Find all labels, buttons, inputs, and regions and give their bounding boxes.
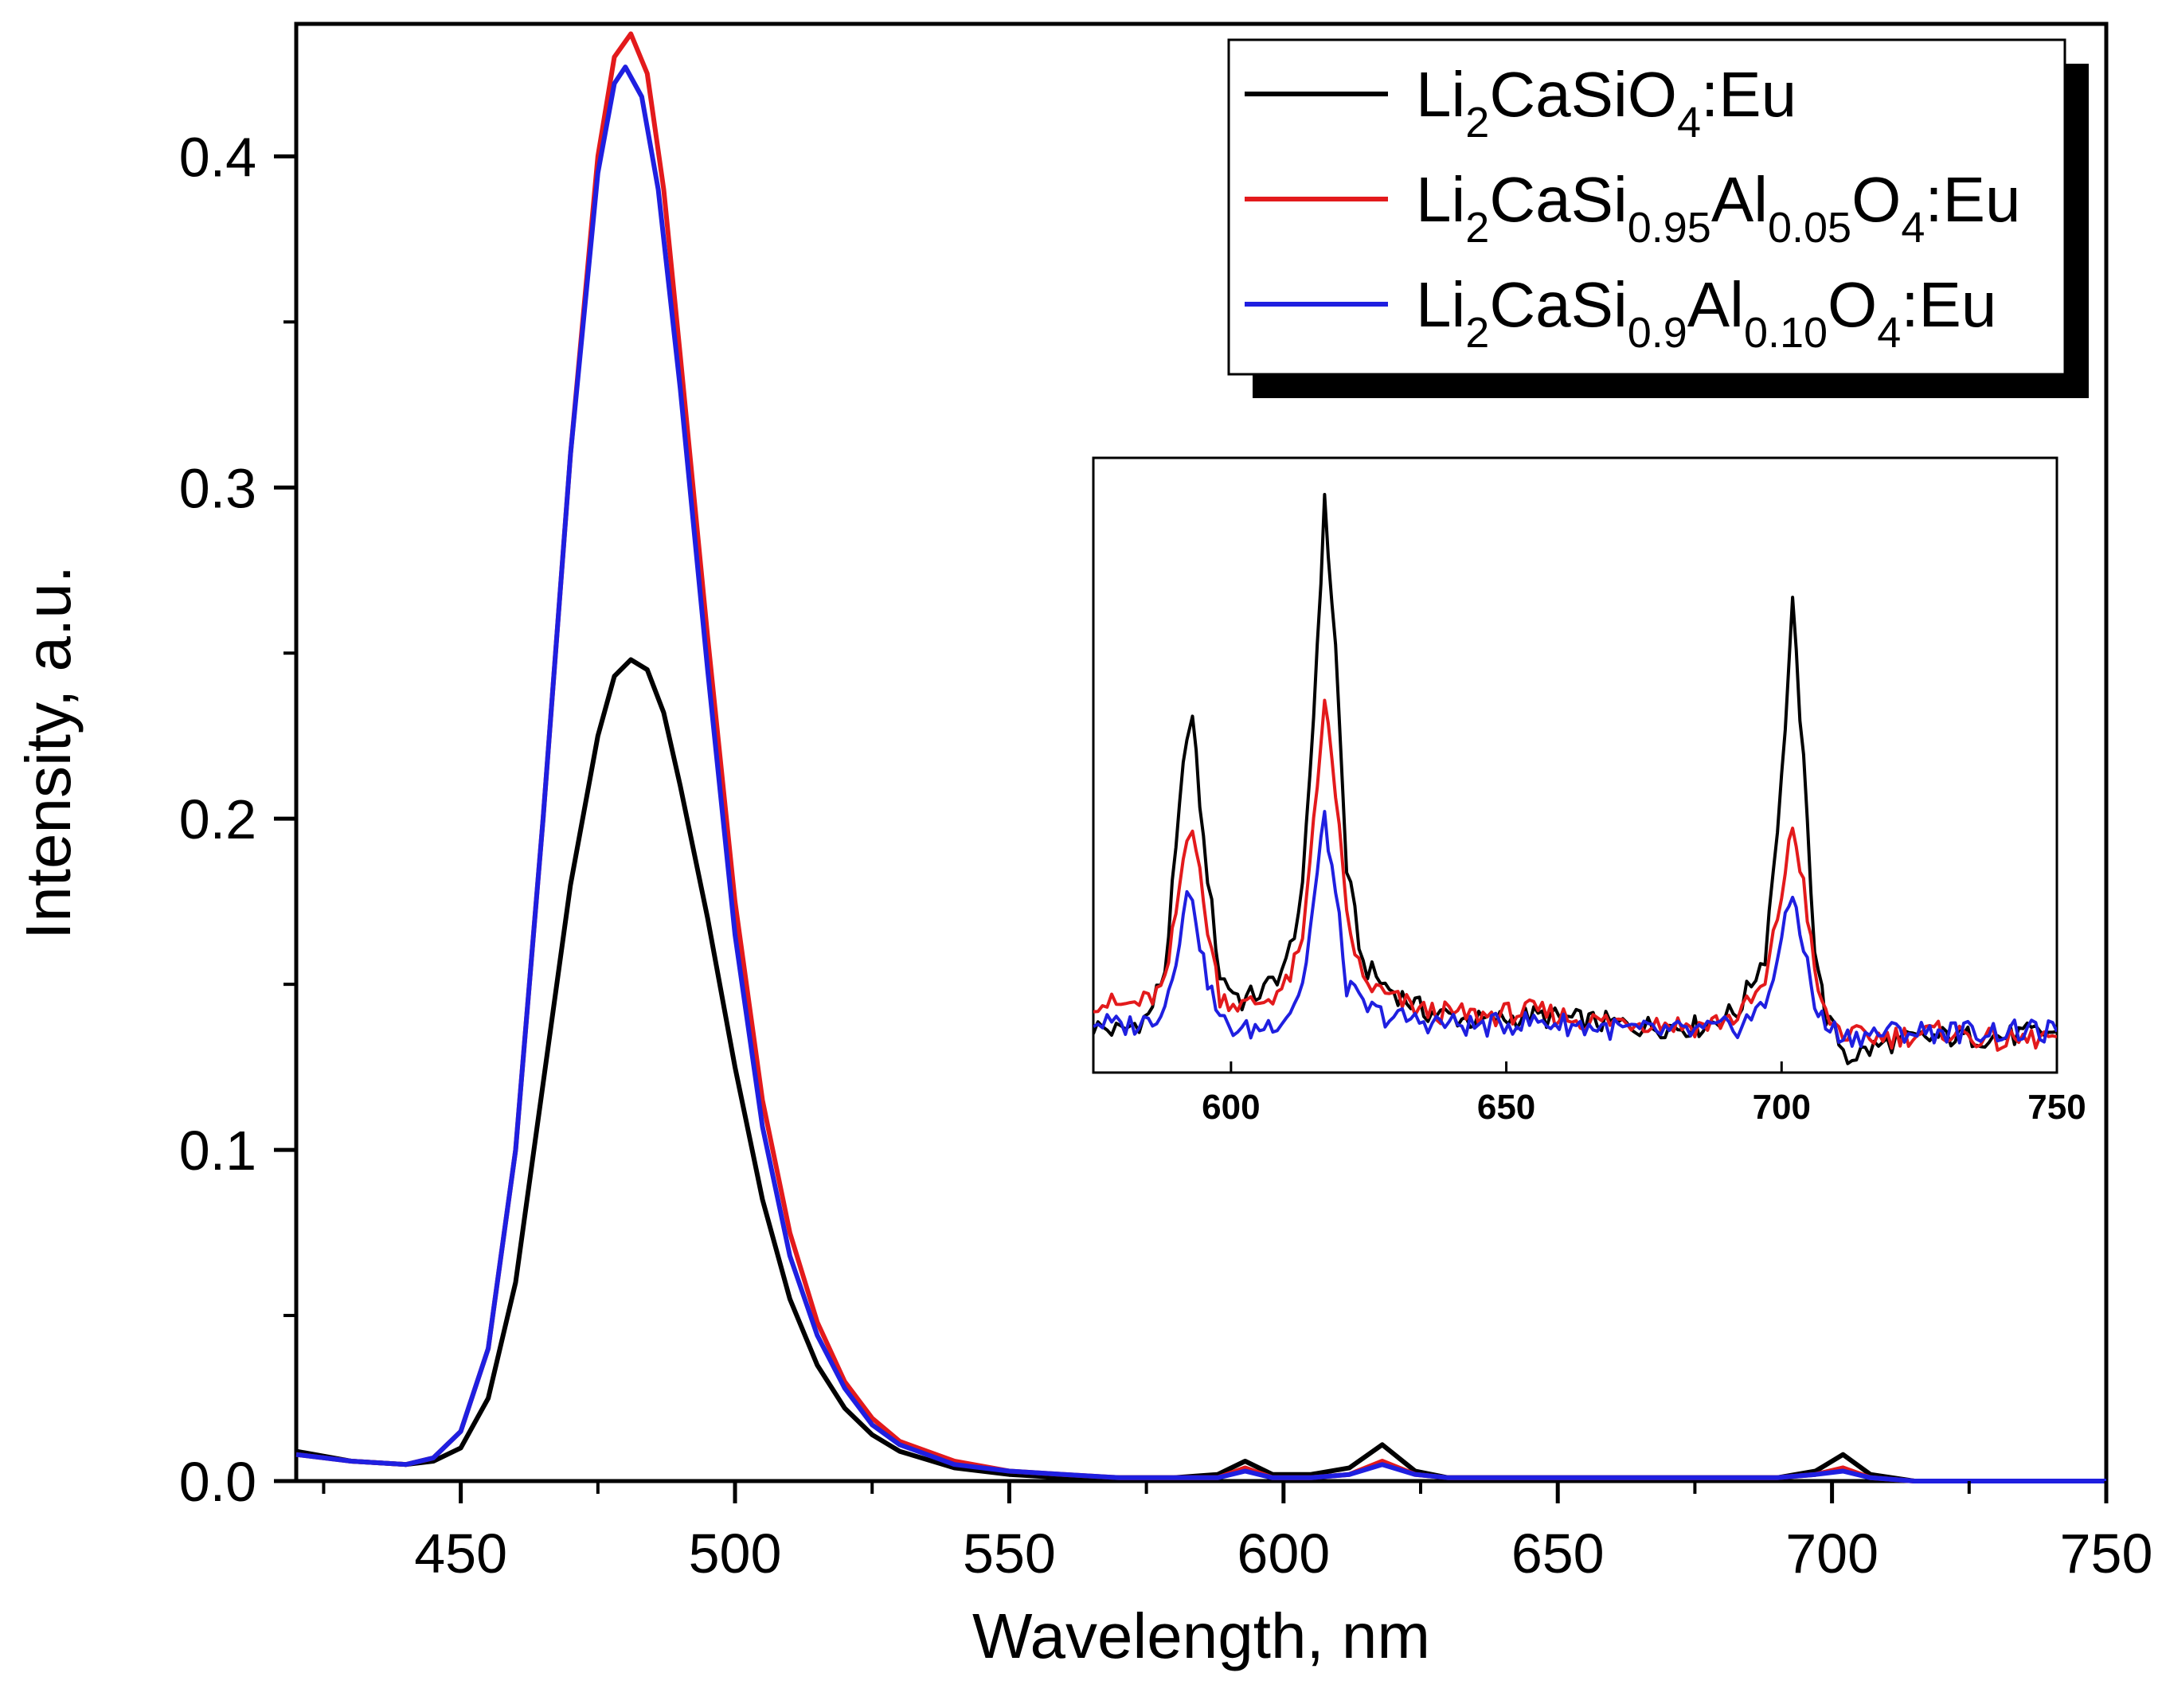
y-tick-label: 0.1	[179, 1120, 256, 1182]
inset-plot-frame	[1092, 456, 2058, 1074]
inset-x-tick-label: 600	[1202, 1088, 1260, 1127]
inset-x-tick-label: 700	[1753, 1088, 1811, 1127]
main-plot-frame	[294, 21, 2109, 1483]
y-tick-label: 0.0	[179, 1451, 256, 1513]
legend-label: Li2CaSiO4:Eu	[1416, 59, 1796, 147]
legend-label: Li2CaSi0.95Al0.05O4:Eu	[1416, 164, 2020, 252]
legend: Li2CaSiO4:Eu Li2CaSi0.95Al0.05O4:Eu Li2CaS…	[1227, 38, 2089, 398]
x-axis-title: Wavelength, nm	[972, 1601, 1430, 1671]
inset-series-group	[1093, 493, 2057, 1065]
inset-x-tick-label: 750	[2027, 1088, 2086, 1127]
y-tick-label: 0.3	[179, 457, 256, 519]
inset-plot: 600 650 700 750	[1092, 456, 2086, 1127]
y-tick-label: 0.2	[179, 788, 256, 850]
y-tick-label: 0.4	[179, 126, 256, 188]
x-tick-label: 550	[963, 1522, 1056, 1585]
inset-series-line-li2casi0-9al0-10o4-eu	[1093, 810, 2057, 1049]
x-tick-label: 450	[414, 1522, 507, 1585]
x-tick-label: 650	[1511, 1522, 1605, 1585]
main-series-group	[295, 31, 2106, 1483]
main-plot: 450 500 550 600 650 700 750 0.0 0.1 0.2 0.3 0.4	[179, 21, 2153, 1585]
y-axis-title: Intensity, a.u.	[13, 565, 84, 940]
inset-axis-ticks: 600 650 700 750	[1202, 1061, 2086, 1127]
main-series-line-li2casi0-9al0-10o4-eu	[295, 64, 2106, 1483]
legend-label: Li2CaSi0.9Al0.10O4:Eu	[1416, 269, 1996, 357]
x-tick-label: 500	[689, 1522, 782, 1585]
x-tick-label: 600	[1237, 1522, 1330, 1585]
inset-x-tick-label: 650	[1477, 1088, 1535, 1127]
inset-series-line-li2casi0-95al0-05o4-eu	[1093, 698, 2057, 1052]
x-tick-label: 700	[1785, 1522, 1879, 1585]
x-tick-label: 750	[2060, 1522, 2153, 1585]
main-axis-ticks: 450 500 550 600 650 700 750 0.0 0.1 0.2 0.3 0.4	[179, 126, 2153, 1585]
